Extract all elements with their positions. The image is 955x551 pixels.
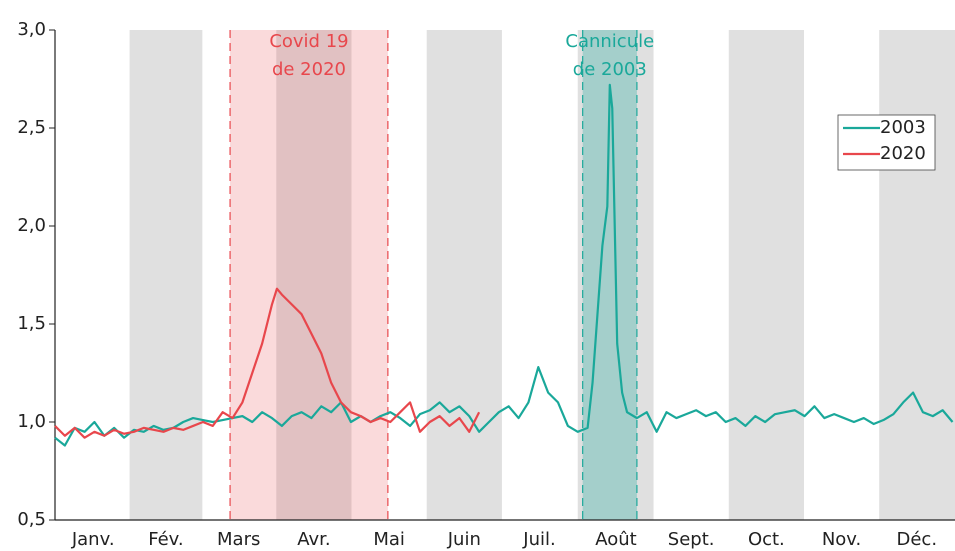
annotation-text: de 2003: [573, 59, 647, 80]
x-tick-label: Oct.: [748, 529, 785, 550]
month-band: [129, 30, 203, 520]
x-tick-label: Fév.: [148, 529, 183, 550]
x-tick-label: Juil.: [522, 529, 555, 550]
legend-label: 2003: [880, 117, 926, 138]
annotation-text: de 2020: [272, 59, 346, 80]
legend-label: 2020: [880, 143, 926, 164]
x-tick-label: Janv.: [71, 529, 115, 550]
month-band: [728, 30, 804, 520]
x-tick-label: Mars: [217, 529, 260, 550]
y-tick-label: 1,0: [17, 411, 46, 432]
month-band: [276, 30, 352, 520]
month-band: [879, 30, 955, 520]
x-tick-label: Nov.: [822, 529, 861, 550]
annotation-text: Cannicule: [565, 31, 654, 52]
x-tick-label: Juin: [447, 529, 481, 550]
x-tick-label: Août: [595, 529, 636, 550]
x-tick-label: Avr.: [297, 529, 330, 550]
y-tick-label: 0,5: [17, 509, 46, 530]
y-tick-label: 2,5: [17, 117, 46, 138]
legend-box: [837, 114, 936, 171]
data-line: [54, 287, 481, 439]
y-tick-label: 1,5: [17, 313, 46, 334]
month-band: [426, 30, 502, 520]
y-tick-label: 2,0: [17, 215, 46, 236]
annotation-text: Covid 19: [269, 31, 348, 52]
highlight-region: [230, 30, 388, 520]
y-tick-label: 3,0: [17, 19, 46, 40]
x-tick-label: Sept.: [668, 529, 715, 550]
x-tick-label: Mai: [373, 529, 405, 550]
x-tick-label: Déc.: [896, 529, 937, 550]
data-line: [54, 83, 954, 447]
